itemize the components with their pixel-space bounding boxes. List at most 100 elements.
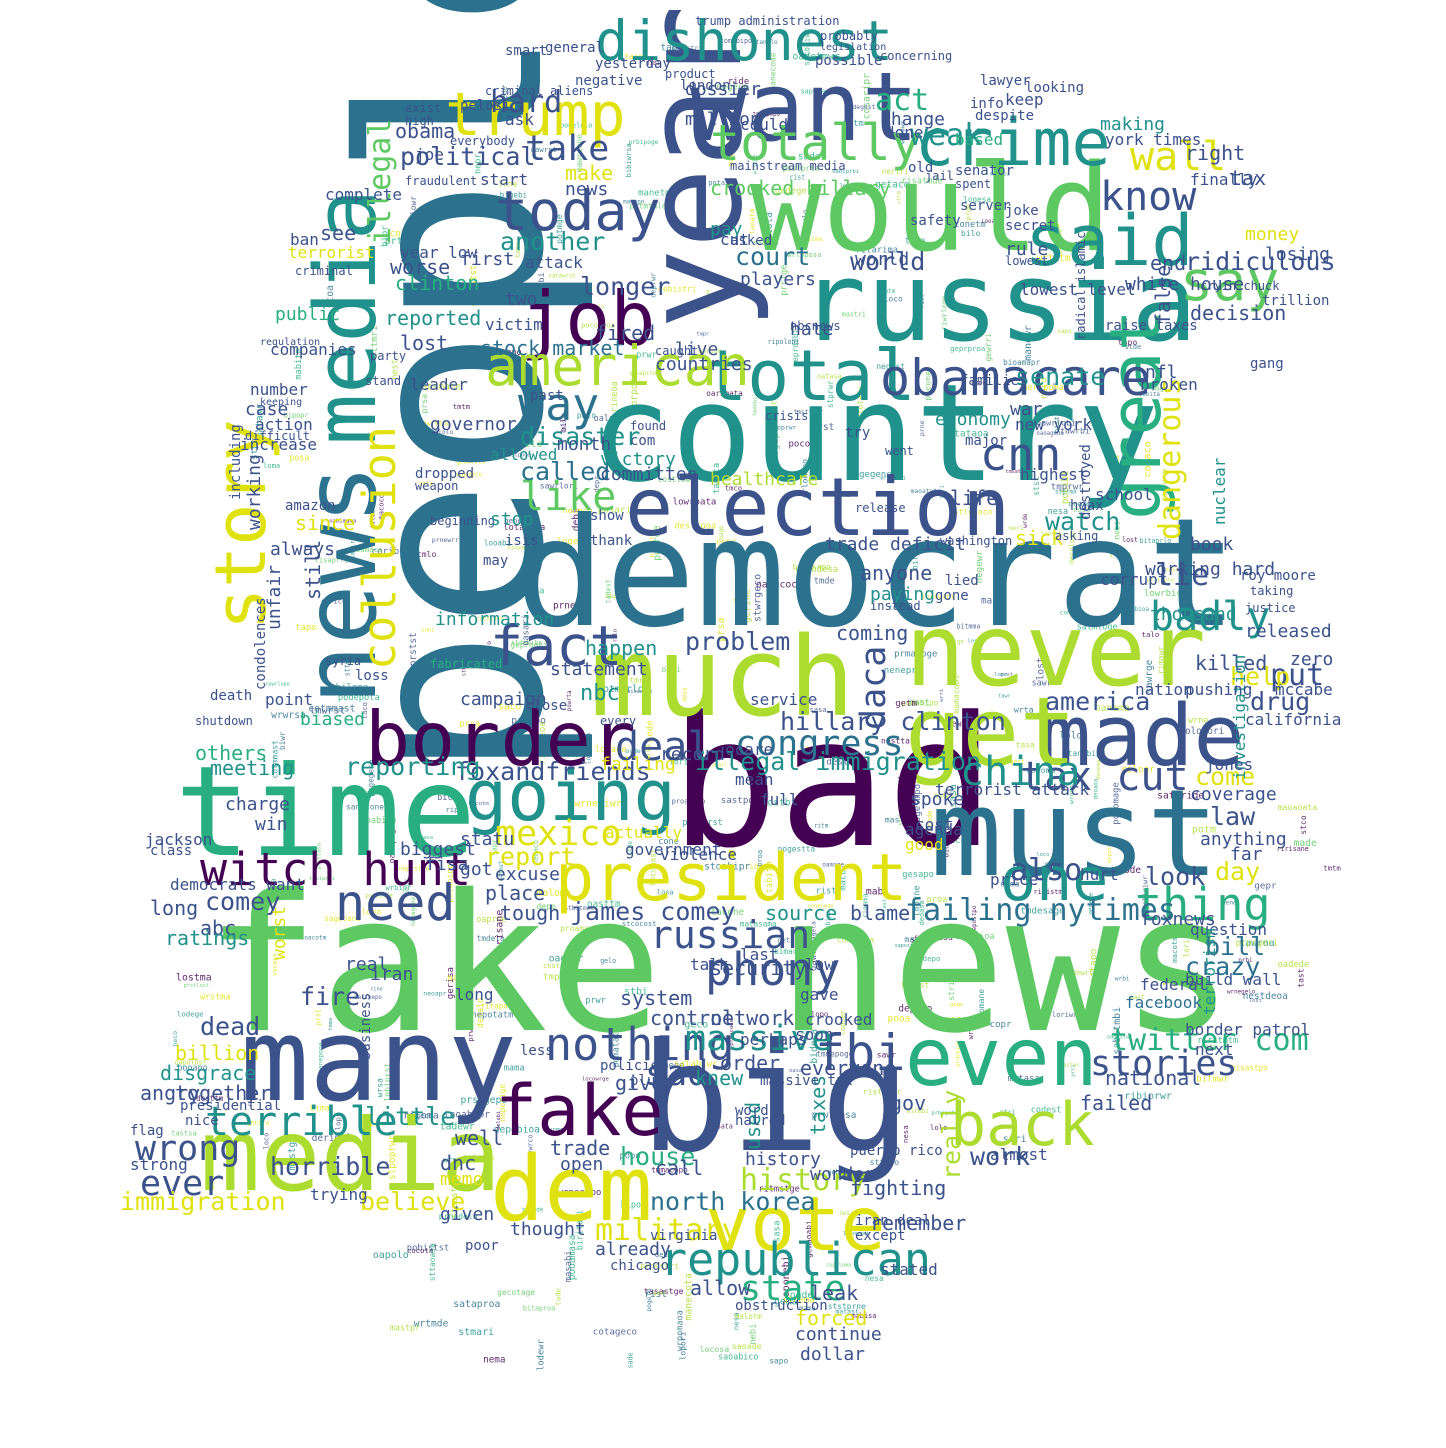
filler-word: tanebipr (1068, 749, 1106, 758)
filler-word: code (1119, 865, 1142, 876)
cloud-word-show: show (590, 508, 624, 524)
filler-word: nesa (1048, 507, 1068, 517)
cloud-word-including: including (228, 424, 244, 500)
filler-word: sasa (810, 705, 827, 714)
cloud-word-excuse: excuse (495, 864, 560, 885)
filler-word: sama (834, 491, 851, 499)
cloud-word-china: china (960, 749, 1080, 795)
cloud-word-call: call (655, 1156, 703, 1180)
filler-word: nesttata (881, 737, 920, 746)
cloud-word-fbi: fbi (815, 1024, 905, 1082)
cloud-word-ban: ban (290, 230, 319, 249)
filler-word: bitata (371, 507, 377, 528)
cloud-word-biased: biased (300, 709, 365, 730)
filler-word: tmlolo (1166, 568, 1185, 574)
cloud-word-illegal-immigration: illegal immigration (695, 747, 981, 776)
cloud-word-wall: wall (1130, 134, 1226, 180)
filler-word: nenepr (884, 666, 917, 676)
cloud-word-meeting: meeting (210, 756, 294, 780)
cloud-word-dangerous: dangerous (1153, 377, 1188, 540)
cloud-word-one: one (1000, 845, 1108, 915)
cloud-word-exist: exist (405, 101, 441, 115)
filler-word: tastsa (171, 1128, 197, 1137)
filler-word: stbitmne (564, 905, 594, 912)
filler-word: tmnepopo (753, 112, 781, 118)
filler-word: bipr (380, 225, 390, 247)
filler-word: stoa (325, 285, 336, 308)
cloud-word-negative: negative (575, 73, 642, 89)
cloud-word-false: false (1151, 265, 1175, 325)
filler-word: gewrri (984, 333, 993, 362)
filler-word: prsa (716, 617, 727, 641)
cloud-word-hate: hate (790, 319, 833, 340)
filler-word: codest (1031, 1106, 1062, 1116)
filler-word: oasaprco (629, 371, 657, 377)
filler-word: delobi (496, 1111, 502, 1130)
filler-word: bisacoge (627, 689, 652, 695)
cloud-word-action: action (255, 415, 313, 434)
cloud-word-destroyed: destroyed (1078, 444, 1094, 520)
filler-word: prne (918, 420, 926, 436)
cloud-word-badly: badly (1150, 594, 1270, 640)
cloud-word-live: live (675, 339, 718, 360)
cloud-word-border: border (365, 695, 636, 783)
filler-word: nesasa (261, 913, 269, 938)
filler-word: bibiwrsa (624, 143, 633, 177)
filler-word: gerine (742, 589, 753, 624)
filler-word: getm (895, 699, 917, 709)
cloud-word-nfl: nfl (1145, 362, 1178, 383)
cloud-word-way: way (518, 378, 599, 431)
filler-word: satade (1210, 995, 1216, 1013)
filler-word: polo (591, 304, 604, 310)
filler-word: macotmma (1170, 927, 1179, 963)
cloud-word-media: media (297, 189, 396, 445)
cloud-word-attack: attack (525, 253, 583, 272)
filler-word: sapr (489, 839, 498, 856)
filler-word: masabi (564, 1250, 574, 1282)
filler-word: powrde (652, 525, 663, 560)
cloud-word-roy-moore: roy moore (1240, 568, 1316, 584)
filler-word: cocoma (1026, 765, 1055, 775)
cloud-word-know: know (1100, 174, 1197, 220)
filler-word: prmapoge (894, 649, 937, 659)
cloud-word-new-york: new york (1015, 415, 1092, 434)
filler-word: satmcopr (1163, 544, 1207, 554)
filler-word: nesa (732, 1312, 741, 1330)
filler-word: nestdeoa (1243, 991, 1288, 1002)
filler-word: potasa (708, 179, 733, 187)
filler-word: maco (838, 870, 848, 891)
cloud-word-school: school (1095, 485, 1153, 504)
filler-word: rigeta (770, 395, 779, 424)
filler-word: prtmlo (485, 641, 493, 665)
cloud-word-system: system (620, 986, 692, 1010)
cloud-word-far: far (1230, 844, 1263, 865)
filler-word: polo (577, 411, 596, 420)
cloud-word-source: source (765, 901, 837, 925)
cloud-word-service: service (750, 690, 817, 709)
filler-word: gecode (453, 644, 474, 650)
cloud-word-coming: coming (836, 621, 908, 645)
cloud-word-stated: stated (880, 1260, 938, 1279)
cloud-word-state: state (740, 1269, 845, 1309)
filler-word: loge (557, 537, 579, 547)
cloud-word-may: may (483, 553, 508, 569)
cloud-word-right: right (1185, 141, 1245, 165)
filler-word: logesa (963, 195, 991, 204)
cloud-word-tax: tax (1230, 166, 1266, 190)
cloud-word-allowed: allowed (490, 445, 557, 464)
cloud-word-everybody: everybody (450, 134, 515, 148)
cloud-word-terrorist-attack: terrorist attack (935, 780, 1089, 799)
cloud-word-life: life (950, 486, 998, 510)
filler-word: tacone (711, 907, 745, 918)
cloud-word-past: past (530, 388, 564, 404)
filler-word: costlowr (658, 475, 695, 484)
cloud-word-place: place (485, 881, 545, 905)
filler-word: bilo (559, 413, 568, 432)
cloud-word-dnc: dnc (440, 1151, 476, 1175)
filler-word: tmprwr (1051, 482, 1084, 492)
filler-word: oanecode (769, 52, 778, 90)
cloud-word-cnn: cnn (980, 428, 1061, 481)
filler-word: matasama (740, 920, 777, 929)
filler-word: wrloposa (787, 250, 821, 259)
